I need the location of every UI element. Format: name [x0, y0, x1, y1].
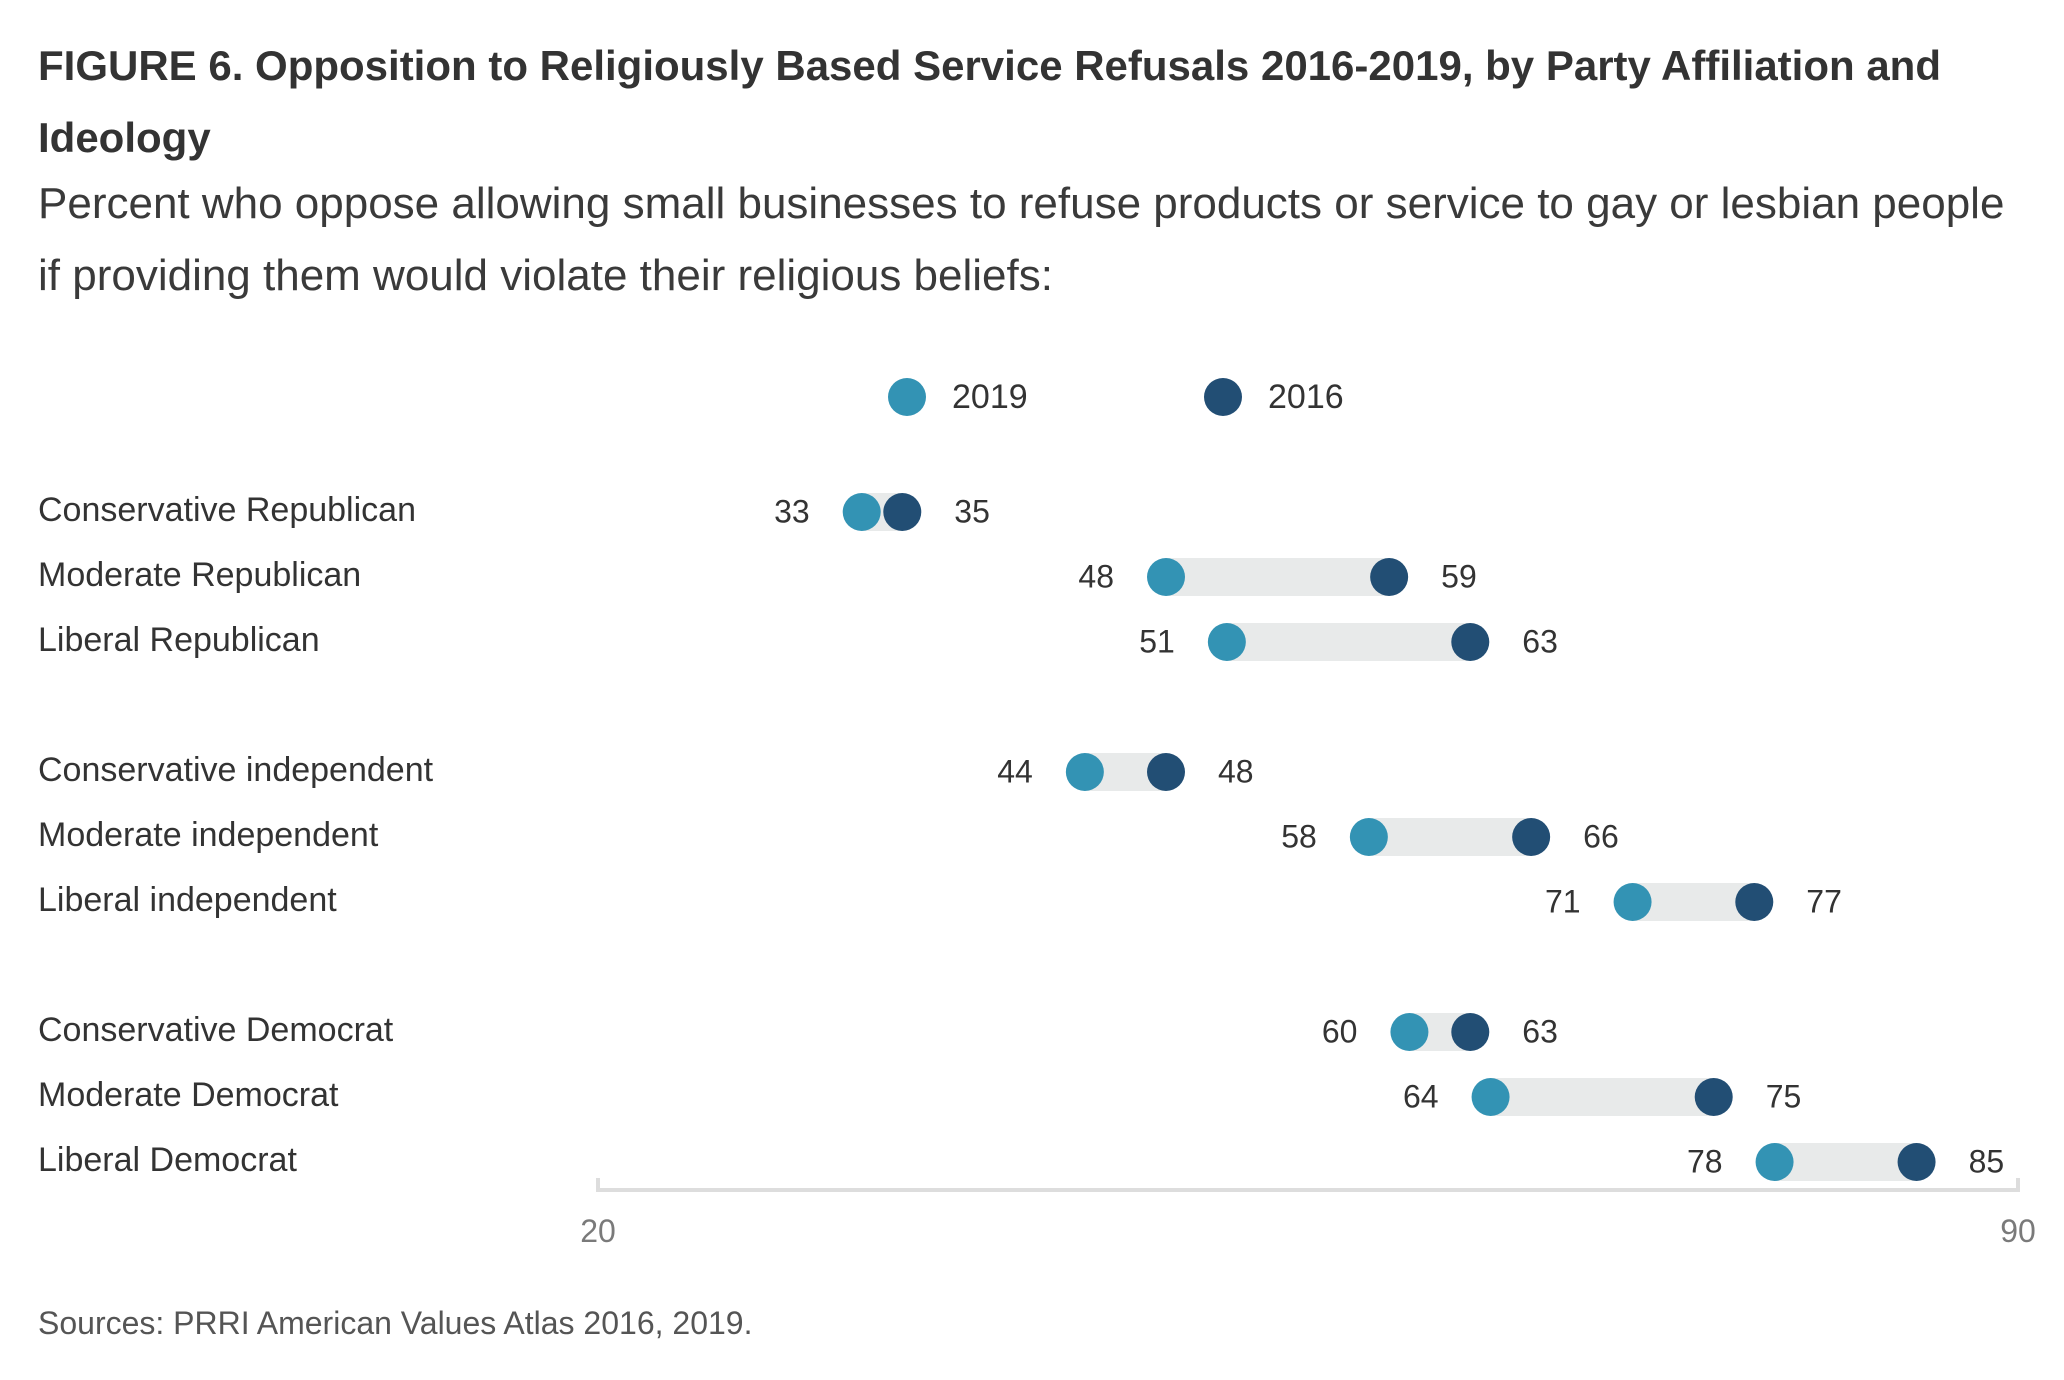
legend: 2019 2016 [0, 362, 2064, 432]
value-label-low: 44 [997, 753, 1033, 789]
connector-bar [1632, 883, 1755, 921]
point-2019 [842, 493, 881, 531]
point-2016 [1694, 1078, 1733, 1116]
value-label-high: 77 [1806, 883, 1842, 919]
value-label-high: 63 [1522, 623, 1558, 659]
legend-swatch-2016 [1204, 378, 1242, 416]
value-label-high: 59 [1441, 558, 1477, 594]
row-label: Moderate independent [38, 816, 379, 854]
row-label: Conservative Republican [38, 491, 416, 529]
row-label: Conservative independent [38, 751, 434, 789]
connector-bar [1774, 1143, 1917, 1181]
point-2016 [1897, 1143, 1936, 1181]
connector-bar [1368, 818, 1532, 856]
row-label: Liberal Republican [38, 621, 320, 659]
value-label-low: 78 [1687, 1143, 1723, 1179]
chart-subtitle: Percent who oppose allowing small busine… [38, 179, 2005, 300]
value-label-low: 64 [1403, 1078, 1439, 1114]
connector-bar [1226, 623, 1471, 661]
value-label-high: 75 [1766, 1078, 1802, 1114]
point-2016 [1451, 623, 1490, 661]
connector-bar [1490, 1078, 1714, 1116]
legend-swatch-2019 [888, 378, 926, 416]
value-label-high: 48 [1218, 753, 1254, 789]
point-2019 [1390, 1013, 1429, 1051]
chart-title: FIGURE 6. Opposition to Religiously Base… [38, 42, 1941, 161]
value-label-low: 60 [1322, 1013, 1358, 1049]
value-label-low: 58 [1281, 818, 1317, 854]
point-2019 [1471, 1078, 1510, 1116]
point-2016 [1451, 1013, 1490, 1051]
row-label: Liberal independent [38, 881, 337, 919]
legend-label-2016: 2016 [1268, 377, 1344, 416]
value-label-low: 51 [1139, 623, 1175, 659]
value-label-low: 33 [774, 493, 810, 529]
value-label-low: 48 [1078, 558, 1114, 594]
point-2016 [1370, 558, 1409, 596]
point-2016 [1735, 883, 1774, 921]
row-label: Conservative Democrat [38, 1011, 394, 1049]
point-2016 [883, 493, 922, 531]
row-label: Liberal Democrat [38, 1141, 297, 1179]
point-2016 [1147, 753, 1185, 791]
x-tick-label-min: 20 [580, 1213, 616, 1249]
legend-label-2019: 2019 [952, 377, 1028, 416]
connector-bar [1166, 558, 1390, 596]
point-2019 [1065, 753, 1104, 791]
point-2019 [1207, 623, 1246, 661]
value-label-low: 71 [1545, 883, 1581, 919]
x-tick-label-max: 90 [2000, 1213, 2036, 1249]
value-label-high: 85 [1969, 1143, 2005, 1179]
point-2019 [1349, 818, 1388, 856]
point-2019 [1755, 1143, 1794, 1181]
point-2019 [1613, 883, 1652, 921]
value-label-high: 35 [954, 493, 990, 529]
row-label: Moderate Republican [38, 556, 361, 594]
legend-item-2016: 2016 [1204, 362, 1344, 432]
legend-item-2019: 2019 [888, 362, 1028, 432]
source-note: Sources: PRRI American Values Atlas 2016… [38, 1305, 753, 1341]
point-2016 [1512, 818, 1551, 856]
row-label: Moderate Democrat [38, 1076, 339, 1114]
value-label-high: 63 [1522, 1013, 1558, 1049]
value-label-high: 66 [1583, 818, 1619, 854]
point-2019 [1147, 558, 1185, 596]
